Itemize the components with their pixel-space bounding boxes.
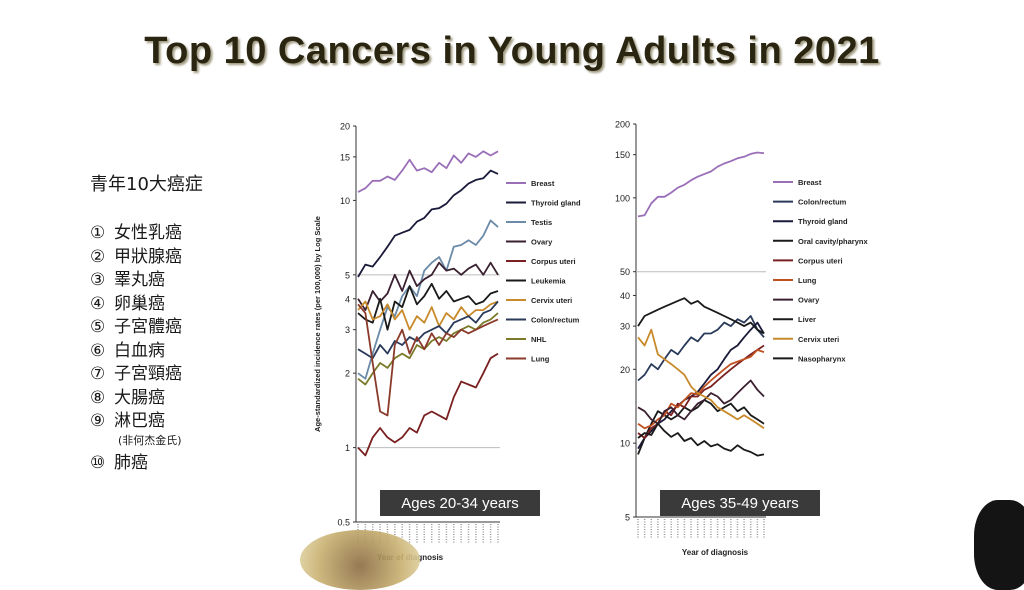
list-item-number: ⑩ bbox=[90, 452, 106, 473]
list-item-number: ⑨ bbox=[90, 411, 106, 431]
list-item: ⑨ 淋巴癌 bbox=[90, 410, 203, 434]
y-tick-label: 5 bbox=[625, 513, 630, 523]
series-line-breast bbox=[637, 151, 765, 218]
y-tick-label: 2 bbox=[345, 369, 350, 379]
series-line-colon-rectum bbox=[357, 300, 499, 360]
legend-label: Testis bbox=[531, 218, 552, 227]
series-line-nasopharynx bbox=[637, 422, 765, 457]
panel-title: Ages 35-49 years bbox=[681, 495, 799, 512]
slide-title: Top 10 Cancers in Young Adults in 2021 bbox=[144, 30, 880, 72]
legend-label: Corpus uteri bbox=[798, 256, 843, 265]
x-axis-label: Year of diagnosis bbox=[682, 548, 749, 557]
legend-label: Ovary bbox=[798, 296, 820, 305]
legend-label: Nasopharynx bbox=[798, 354, 846, 363]
series-line-corpus-uteri bbox=[357, 352, 499, 457]
y-tick-label: 40 bbox=[620, 291, 630, 301]
y-tick-label: 20 bbox=[620, 365, 630, 375]
list-item-label: 子宮頸癌 bbox=[114, 364, 182, 384]
y-tick-label: 3 bbox=[345, 325, 350, 335]
series-line-thyroid-gland bbox=[357, 169, 499, 278]
y-tick-label: 200 bbox=[615, 120, 630, 130]
list-item-note: (非何杰金氏) bbox=[118, 433, 182, 447]
list-item: ② 甲狀腺癌 bbox=[90, 246, 203, 270]
charts-canvas: 0.5 1 2 3 4 5 10 15 20 Age-standardized incidence… bbox=[313, 120, 868, 563]
list-item-label: 女性乳癌 bbox=[114, 223, 182, 243]
legend-label: Thyroid gland bbox=[531, 199, 581, 208]
y-tick-label: 100 bbox=[615, 193, 630, 203]
series-line-breast bbox=[357, 150, 499, 193]
list-heading: 青年10大癌症 bbox=[90, 174, 203, 195]
series-line-colon-rectum bbox=[637, 315, 765, 382]
legend-label: Cervix uteri bbox=[531, 296, 572, 305]
list-item-label: 白血病 bbox=[114, 340, 165, 361]
series-line-nhl bbox=[357, 312, 499, 386]
list-item-label: 淋巴癌 bbox=[114, 411, 165, 431]
list-item: ④ 卵巢癌 bbox=[90, 293, 203, 317]
legend-label: Ovary bbox=[531, 238, 553, 247]
y-tick-label: 10 bbox=[620, 439, 630, 449]
legend-label: NHL bbox=[531, 335, 547, 344]
series-line-liver bbox=[637, 297, 765, 335]
legend-label: Cervix uteri bbox=[798, 335, 839, 344]
list-item-label: 甲狀腺癌 bbox=[114, 246, 182, 267]
y-tick-label: 50 bbox=[620, 267, 630, 277]
panel-title: Ages 20-34 years bbox=[401, 495, 519, 512]
list-item-number: ④ bbox=[90, 293, 106, 314]
legend-label: Colon/rectum bbox=[798, 198, 847, 207]
legend-label: Breast bbox=[531, 179, 555, 188]
y-tick-label: 4 bbox=[345, 294, 350, 304]
series-line-testis bbox=[357, 219, 499, 380]
list-item-label: 卵巢癌 bbox=[114, 293, 165, 314]
list-item-label: 睪丸癌 bbox=[114, 270, 165, 290]
chinese-cancer-list: 青年10大癌症 ① 女性乳癌 ② 甲狀腺癌 ③ 睪丸癌 ④ 卵巢癌 ⑤ 子宮體癌 ⑥ 白血病… bbox=[90, 170, 203, 475]
list-item-label: 子宮體癌 bbox=[114, 317, 182, 337]
y-tick-label: 20 bbox=[340, 122, 350, 132]
legend-label: Oral cavity/pharynx bbox=[798, 237, 868, 246]
panel-title-box bbox=[660, 490, 820, 516]
list-item: ① 女性乳癌 bbox=[90, 222, 203, 246]
list-item-number: ⑦ bbox=[90, 364, 106, 384]
list-item-number: ② bbox=[90, 246, 106, 267]
list-item-label: 大腸癌 bbox=[114, 387, 165, 408]
list-item: ⑤ 子宮體癌 bbox=[90, 316, 203, 340]
panel-title-box bbox=[380, 490, 540, 516]
list-item: ⑩ 肺癌 bbox=[90, 452, 203, 476]
list-item: ⑧ 大腸癌 bbox=[90, 387, 203, 411]
legend-label: Lung bbox=[531, 355, 550, 364]
legend-label: Liver bbox=[798, 315, 816, 324]
y-tick-label: 0.5 bbox=[337, 518, 350, 528]
series-line-ovary bbox=[637, 379, 765, 425]
legend-label: Leukemia bbox=[531, 277, 566, 286]
series-line-oral-cavity-pharynx bbox=[637, 399, 765, 455]
series-line-lung bbox=[637, 348, 765, 430]
y-tick-label: 5 bbox=[345, 270, 350, 280]
list-item-number: ⑤ bbox=[90, 317, 106, 337]
legend-label: Breast bbox=[798, 178, 822, 187]
y-tick-label: 150 bbox=[615, 150, 630, 160]
y-tick-label: 1 bbox=[345, 443, 350, 453]
list-item-number: ⑥ bbox=[90, 340, 106, 361]
series-line-cervix-uteri bbox=[637, 328, 765, 430]
y-tick-label: 15 bbox=[340, 152, 350, 162]
legend-label: Thyroid gland bbox=[798, 217, 848, 226]
series-line-cervix-uteri bbox=[357, 300, 499, 331]
list-item-label: 肺癌 bbox=[114, 452, 148, 473]
list-item: ⑥ 白血病 bbox=[90, 340, 203, 364]
legend-label: Corpus uteri bbox=[531, 257, 576, 266]
list-item-number: ① bbox=[90, 223, 106, 243]
dark-corner-object bbox=[974, 500, 1024, 590]
y-axis-label: Age-standardized incidence rates (per 10… bbox=[313, 216, 322, 432]
list-item: ⑦ 子宮頸癌 bbox=[90, 363, 203, 387]
series-line-leukemia bbox=[357, 282, 499, 331]
list-item-number: ⑧ bbox=[90, 387, 106, 408]
list-item: ③ 睪丸癌 bbox=[90, 269, 203, 293]
y-tick-label: 10 bbox=[340, 196, 350, 206]
legend-label: Colon/rectum bbox=[531, 316, 580, 325]
series-line-lung bbox=[357, 303, 499, 417]
y-tick-label: 30 bbox=[620, 322, 630, 332]
list-item-number: ③ bbox=[90, 270, 106, 290]
audience-head-photo bbox=[300, 530, 420, 590]
legend-label: Lung bbox=[798, 276, 817, 285]
